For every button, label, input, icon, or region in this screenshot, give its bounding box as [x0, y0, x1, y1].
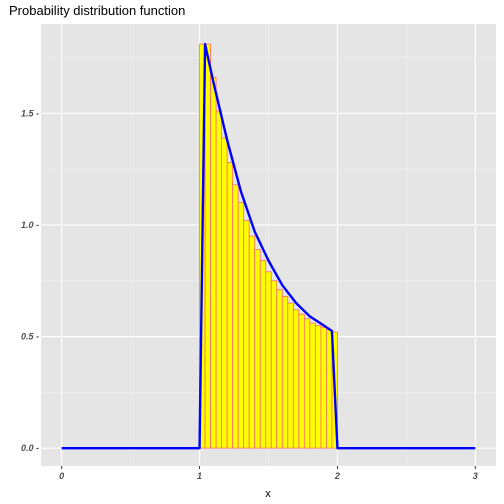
- histogram-bar: [281, 295, 289, 449]
- y-tick-label: 0.5 -: [21, 332, 39, 342]
- histogram-bar: [303, 318, 311, 449]
- histogram-bar: [309, 322, 316, 449]
- x-tick-label: 0: [59, 471, 64, 481]
- histogram-bar: [287, 302, 294, 449]
- histogram-bar: [276, 289, 283, 449]
- histogram-bar: [237, 202, 245, 449]
- histogram-bar: [265, 271, 272, 449]
- histogram-bar: [298, 313, 305, 449]
- y-tick-label: 1.0 -: [21, 220, 39, 230]
- histogram-bar: [215, 110, 223, 449]
- histogram-bar: [314, 324, 322, 449]
- grid-minor: [41, 24, 496, 466]
- histogram-bar: [221, 137, 228, 449]
- x-tick-label: 3: [473, 471, 478, 481]
- histogram-bar: [254, 249, 261, 449]
- density-line: [61, 42, 476, 450]
- histogram-bar: [232, 184, 239, 449]
- histogram-bar: [259, 260, 267, 449]
- histogram-bar: [204, 43, 211, 449]
- x-axis-title: x: [265, 488, 271, 500]
- x-axis: 0 1 2 3: [59, 466, 478, 481]
- histogram-bar: [270, 280, 278, 449]
- density-lines: [61, 42, 476, 450]
- histogram-bar: [292, 309, 300, 449]
- histogram-bar: [326, 329, 333, 449]
- chart-title: Probability distribution function: [9, 3, 185, 18]
- y-tick-label: 0.0 -: [21, 443, 39, 453]
- histogram-bar: [210, 77, 217, 449]
- x-tick-label: 1: [197, 471, 202, 481]
- y-axis: 0.0 - 0.5 - 1.0 - 1.5 -: [21, 108, 39, 453]
- histogram-bar: [243, 220, 250, 449]
- x-tick-label: 2: [334, 471, 340, 481]
- histogram-bar: [320, 327, 327, 449]
- histogram-bar: [248, 235, 256, 449]
- y-tick-label: 1.5 -: [21, 108, 39, 118]
- histogram-bar: [226, 162, 234, 449]
